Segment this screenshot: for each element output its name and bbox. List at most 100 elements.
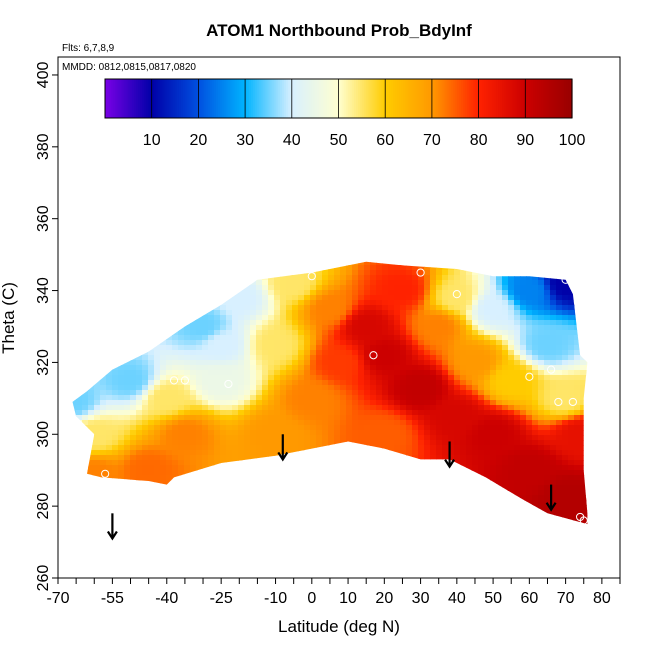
heatmap-cell [268,290,275,296]
heatmap-cell [370,265,377,271]
heatmap-cell [424,390,431,396]
heatmap-cell [328,270,335,276]
heatmap-cell [280,460,287,466]
heatmap-cell [550,465,557,471]
heatmap-cell [574,355,581,361]
heatmap-cell [148,290,155,296]
heatmap-cell [280,410,287,416]
colorbar-segment [250,79,254,118]
heatmap-cell [226,490,233,496]
heatmap-cell [154,285,161,291]
heatmap-cell [244,480,251,486]
heatmap-cell [286,470,293,476]
heatmap-cell [292,255,299,261]
heatmap-cell [598,340,605,346]
colorbar-segment [118,79,122,118]
heatmap-cell [280,250,287,256]
heatmap-cell [496,440,503,446]
heatmap-cell [556,370,563,376]
heatmap-cell [328,485,335,491]
heatmap-cell [136,390,143,396]
heatmap-cell [466,415,473,421]
heatmap-cell [94,510,101,516]
heatmap-cell [100,410,107,416]
heatmap-cell [376,440,383,446]
heatmap-cell [94,440,101,446]
heatmap-cell [238,425,245,431]
heatmap-cell [106,470,113,476]
heatmap-cell [178,250,185,256]
heatmap-cell [586,380,588,386]
heatmap-cell [82,360,89,366]
heatmap-cell [436,290,443,296]
heatmap-cell [508,261,515,266]
heatmap-cell [316,435,323,441]
heatmap-cell [340,455,347,461]
heatmap-cell [148,455,155,461]
heatmap-cell [544,520,551,525]
heatmap-cell [388,370,395,376]
heatmap-cell [412,395,419,401]
heatmap-cell [154,425,161,431]
heatmap-cell [460,405,467,411]
heatmap-cell [124,320,131,326]
heatmap-cell [238,450,245,456]
heatmap-cell [268,390,275,396]
colorbar-segment [252,79,256,118]
heatmap-cell [124,305,131,311]
heatmap-cell [442,415,449,421]
heatmap-cell [358,515,365,521]
heatmap-cell [100,261,107,266]
heatmap-cell [556,430,563,436]
heatmap-cell [364,470,371,476]
heatmap-cell [148,430,155,436]
heatmap-cell [88,355,95,361]
heatmap-cell [334,295,341,301]
heatmap-cell [238,490,245,496]
heatmap-cell [460,465,467,471]
heatmap-cell [364,265,371,271]
heatmap-cell [112,325,119,331]
heatmap-cell [508,380,515,386]
heatmap-cell [430,360,437,366]
heatmap-cell [574,510,581,516]
heatmap-cell [286,270,293,276]
heatmap-cell [538,420,545,426]
heatmap-cell [208,400,215,406]
heatmap-cell [136,325,143,331]
heatmap-cell [304,415,311,421]
heatmap-cell [226,505,233,511]
heatmap-cell [556,435,563,441]
heatmap-cell [580,280,587,286]
heatmap-cell [574,440,581,446]
heatmap-cell [592,365,599,371]
heatmap-cell [448,315,455,321]
heatmap-cell [238,510,245,516]
heatmap-cell [154,305,161,311]
heatmap-cell [166,270,173,276]
heatmap-cell [514,425,521,431]
heatmap-cell [574,280,581,286]
heatmap-cell [382,375,389,381]
heatmap-cell [232,480,239,486]
heatmap-cell [424,455,431,461]
heatmap-cell [436,435,443,441]
heatmap-cell [412,290,419,296]
heatmap-cell [562,330,569,336]
heatmap-cell [598,370,605,376]
heatmap-cell [400,410,407,416]
heatmap-cell [100,290,107,296]
heatmap-cell [88,370,95,376]
heatmap-cell [412,390,419,396]
heatmap-cell [418,440,425,446]
heatmap-cell [490,485,497,491]
heatmap-cell [436,315,443,321]
heatmap-cell [232,345,239,351]
heatmap-cell [172,430,179,436]
heatmap-cell [316,315,323,321]
heatmap-cell [274,415,281,421]
heatmap-cell [118,345,125,351]
heatmap-cell [382,280,389,286]
heatmap-cell [304,510,311,516]
heatmap-cell [334,290,341,296]
